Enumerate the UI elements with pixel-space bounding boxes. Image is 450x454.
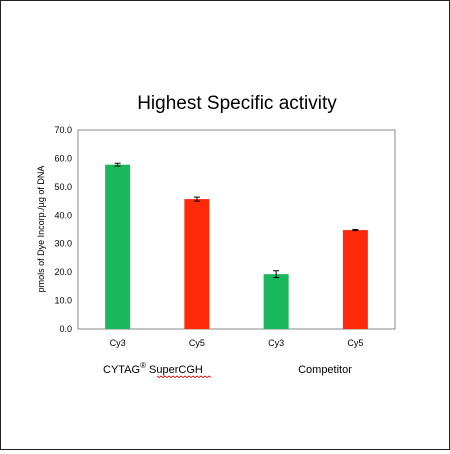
y-tick-label: 0.0 [59, 324, 72, 334]
bar-cy5 [184, 199, 210, 329]
y-axis-label-group: pmols of Dye Incorp./µg of DNA [36, 166, 46, 293]
bar-cy5 [342, 230, 368, 329]
plot-area [77, 129, 396, 330]
y-axis-ticks: 0.0 10.0 20.0 30.0 40.0 50.0 60.0 70.0 [54, 125, 72, 334]
y-tick-label: 20.0 [54, 267, 72, 277]
y-tick-label: 70.0 [54, 125, 72, 135]
group-label-cytag-name: CYTAG [103, 364, 140, 376]
error-bar [193, 196, 200, 202]
y-tick-label: 40.0 [54, 210, 72, 220]
error-bar [114, 162, 121, 167]
category-label: Cy3 [268, 338, 284, 348]
category-labels: Cy3 Cy5 Cy3 Cy5 [110, 338, 364, 348]
y-tick-label: 60.0 [54, 153, 72, 163]
bar-cy3 [263, 274, 289, 329]
category-label: Cy5 [347, 338, 363, 348]
error-bars [114, 162, 359, 279]
registered-mark: ® [140, 361, 146, 370]
error-bar [273, 270, 280, 279]
spellcheck-underline [156, 375, 212, 379]
group-label-cytag-suffix: SuperCGH [146, 364, 203, 376]
bars [105, 164, 368, 329]
error-bar [352, 229, 359, 232]
chart-title: Highest Specific activity [137, 93, 337, 114]
y-axis-label: pmols of Dye Incorp./µg of DNA [36, 166, 46, 293]
y-tick-label: 10.0 [54, 296, 72, 306]
svg-text:CYTAG® SuperCGH: CYTAG® SuperCGH [103, 361, 203, 376]
y-tick-label: 30.0 [54, 239, 72, 249]
group-label-cytag: CYTAG® SuperCGH [103, 361, 212, 379]
category-label: Cy3 [110, 338, 126, 348]
y-tick-label: 50.0 [54, 182, 72, 192]
group-label-competitor: Competitor [298, 364, 352, 376]
bar-cy3 [105, 164, 131, 329]
category-label: Cy5 [189, 338, 205, 348]
